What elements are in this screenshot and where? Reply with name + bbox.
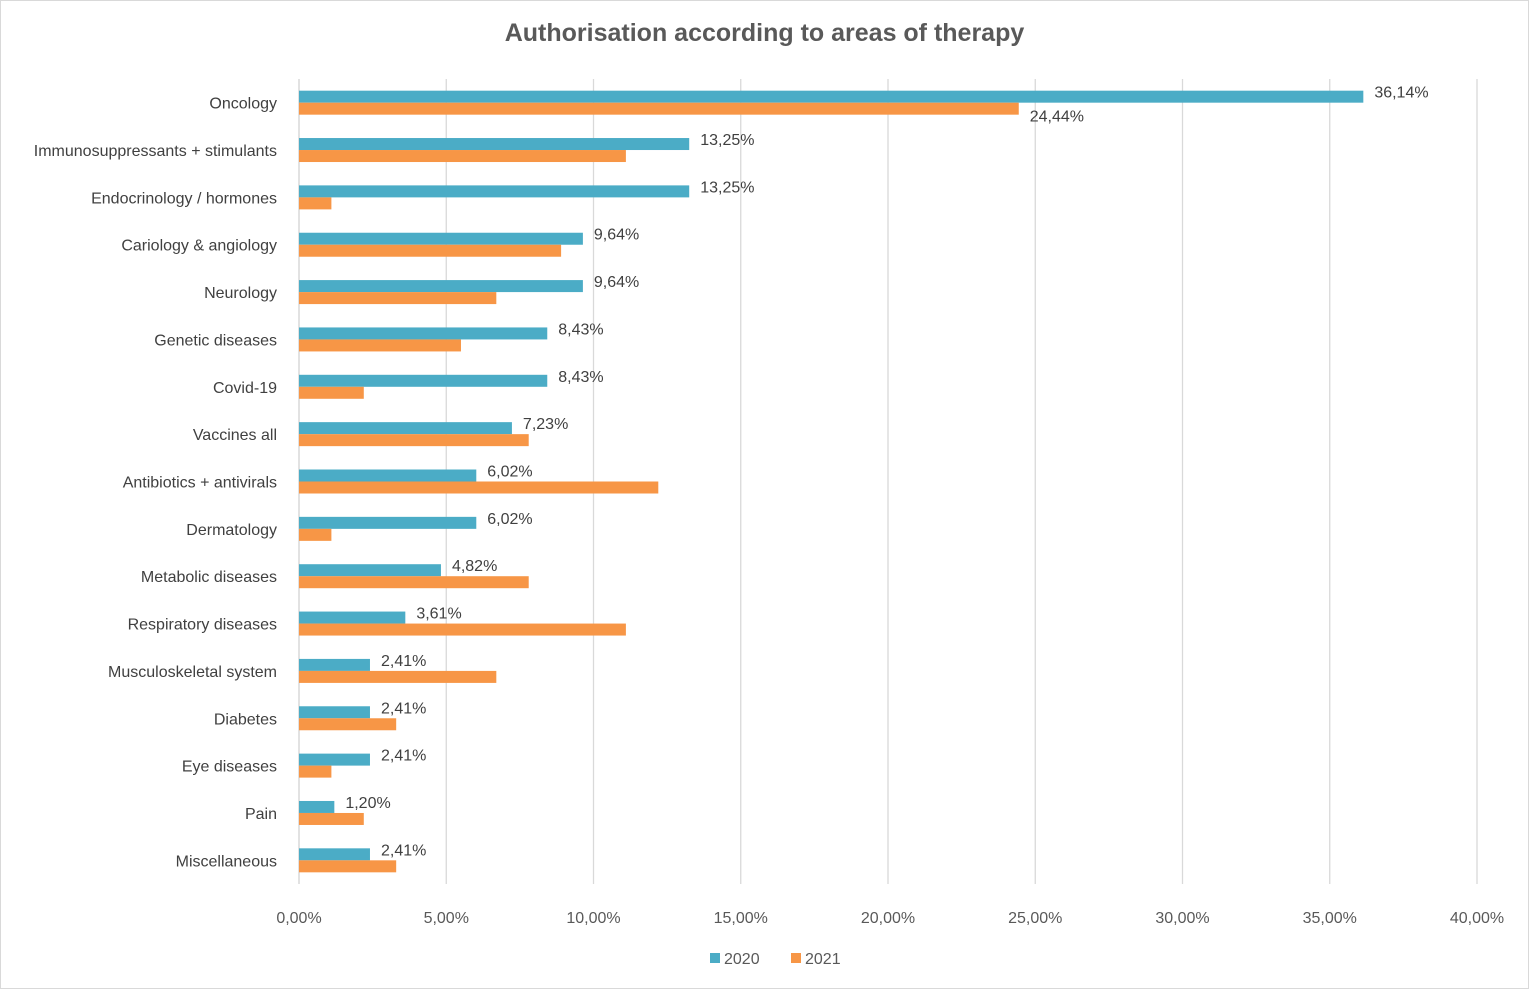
bar-2021 [299,860,397,873]
data-label-2020: 4,82% [452,558,497,575]
labels: 0,00% 5,00% 10,00% 15,00% 20,00% 25,00% 30,00%… [34,85,1504,927]
bar-2021 [299,292,497,305]
data-label-2020: 9,64% [594,227,639,244]
category-label: Cariology & angiology [121,238,277,255]
chart-title: Authorisation according to areas of ther… [504,19,1025,47]
bar-2020 [299,469,477,482]
bar-2021 [299,244,562,257]
data-label-2020: 36,14% [1374,85,1428,102]
category-label: Endocrinology / hormones [91,190,277,207]
data-label-2020: 7,23% [523,416,568,433]
bar-2020 [299,611,406,624]
x-tick-label: 25,00% [1008,910,1062,927]
legend-swatch-2020 [710,953,720,963]
data-label-2020: 2,41% [381,700,426,717]
bars [299,90,1364,873]
bar-2020 [299,90,1364,103]
data-label-2020: 8,43% [558,369,603,386]
bar-2020 [299,658,370,671]
bar-2020 [299,753,370,766]
bar-2021 [299,718,397,731]
category-label: Respiratory diseases [128,617,277,634]
bar-2020 [299,422,512,435]
data-label-2020: 6,02% [487,464,532,481]
data-label-2020: 9,64% [594,274,639,291]
category-label: Antibiotics + antivirals [123,475,277,492]
x-tick-label: 0,00% [276,910,321,927]
x-tick-label: 15,00% [714,910,768,927]
bar-2021 [299,481,659,494]
bar-2020 [299,232,583,245]
bar-2021 [299,670,497,683]
category-label: Eye diseases [182,759,277,776]
data-label-2020: 6,02% [487,511,532,528]
x-tick-label: 10,00% [566,910,620,927]
data-label-2020: 8,43% [558,321,603,338]
category-label: Metabolic diseases [141,569,277,586]
legend-label-2020: 2020 [724,951,760,968]
bar-2020 [299,564,441,577]
x-tick-label: 35,00% [1303,910,1357,927]
legend: 2020 2021 [710,951,841,968]
data-label-2020: 3,61% [416,606,461,623]
bar-2020 [299,800,335,813]
legend-swatch-2021 [791,953,801,963]
category-label: Vaccines all [193,427,277,444]
bar-2021 [299,434,529,447]
x-tick-label: 5,00% [424,910,469,927]
bar-2020 [299,374,548,387]
data-label-2021: 24,44% [1030,109,1084,126]
category-label: Neurology [204,285,277,302]
data-label-2020: 13,25% [700,179,754,196]
bar-2020 [299,848,370,861]
category-label: Diabetes [214,711,277,728]
bar-2020 [299,280,583,293]
x-tick-label: 30,00% [1155,910,1209,927]
bar-2021 [299,339,461,352]
data-label-2020: 13,25% [700,132,754,149]
x-tick-label: 40,00% [1450,910,1504,927]
bar-2021 [299,102,1019,115]
bar-2021 [299,197,332,210]
bar-2021 [299,812,364,825]
bar-2020 [299,706,370,719]
category-label: Oncology [209,96,277,113]
bar-2021 [299,386,364,399]
bar-2020 [299,185,690,198]
category-label: Dermatology [186,522,277,539]
category-label: Genetic diseases [154,332,277,349]
legend-label-2021: 2021 [805,951,841,968]
category-label: Immunosuppressants + stimulants [34,143,277,160]
data-label-2020: 2,41% [381,653,426,670]
bar-2020 [299,516,477,529]
data-label-2020: 2,41% [381,748,426,765]
x-tick-label: 20,00% [861,910,915,927]
category-label: Musculoskeletal system [108,664,277,681]
bar-2020 [299,327,548,340]
bar-2021 [299,765,332,778]
data-label-2020: 1,20% [345,795,390,812]
bar-2020 [299,138,690,151]
category-label: Covid-19 [213,380,277,397]
data-label-2020: 2,41% [381,842,426,859]
category-label: Pain [245,806,277,823]
bar-2021 [299,528,332,541]
category-label: Miscellaneous [176,853,277,870]
bar-2021 [299,623,626,636]
bar-2021 [299,576,529,589]
bar-2021 [299,150,626,163]
